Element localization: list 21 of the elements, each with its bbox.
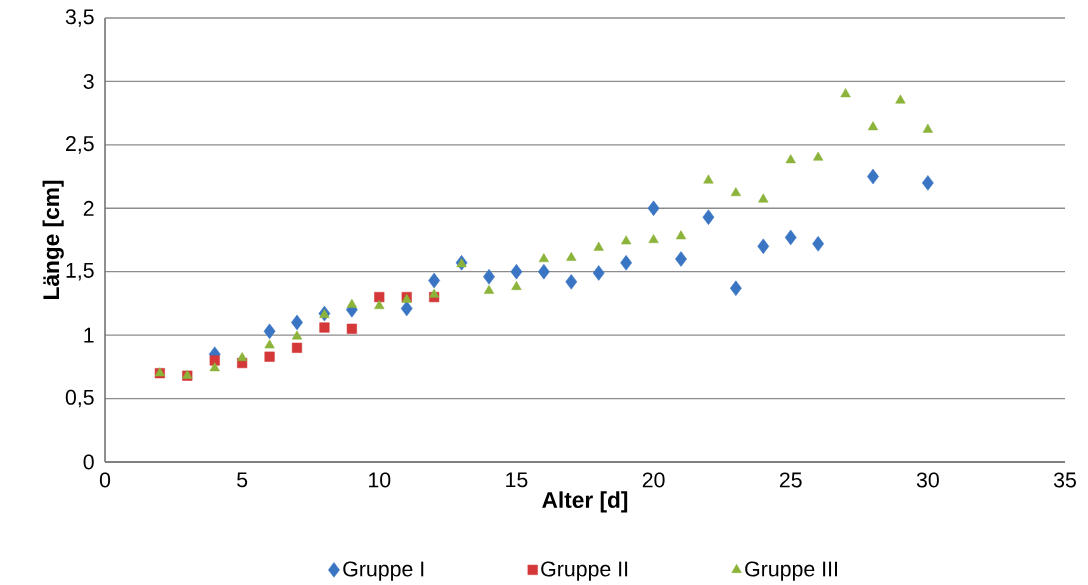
x-axis-title: Alter [d] <box>542 491 628 513</box>
legend-label: Gruppe III <box>745 561 837 581</box>
y-tick-label: 2,5 <box>66 136 94 154</box>
y-tick-label: 2 <box>83 200 94 216</box>
x-tick-label: 30 <box>916 472 939 488</box>
x-tick-label: 35 <box>1053 472 1076 488</box>
legend-label: Gruppe I <box>343 561 424 581</box>
y-axis-title: Länge [cm] <box>42 180 64 299</box>
y-tick-label: 0 <box>83 454 94 470</box>
x-tick-label: 20 <box>642 472 665 488</box>
y-tick-label: 1,5 <box>66 263 94 281</box>
y-tick-label: 1 <box>84 327 94 343</box>
x-tick-label: 0 <box>99 472 111 488</box>
legend-label: Gruppe II <box>541 561 628 581</box>
x-tick-label: 15 <box>506 472 528 488</box>
x-tick-label: 25 <box>779 472 802 488</box>
y-tick-label: 3 <box>83 73 94 89</box>
y-tick-label: 0,5 <box>65 389 94 408</box>
y-tick-label: 3,5 <box>65 9 94 27</box>
x-tick-label: 5 <box>237 472 248 488</box>
x-tick-label: 10 <box>369 472 391 488</box>
